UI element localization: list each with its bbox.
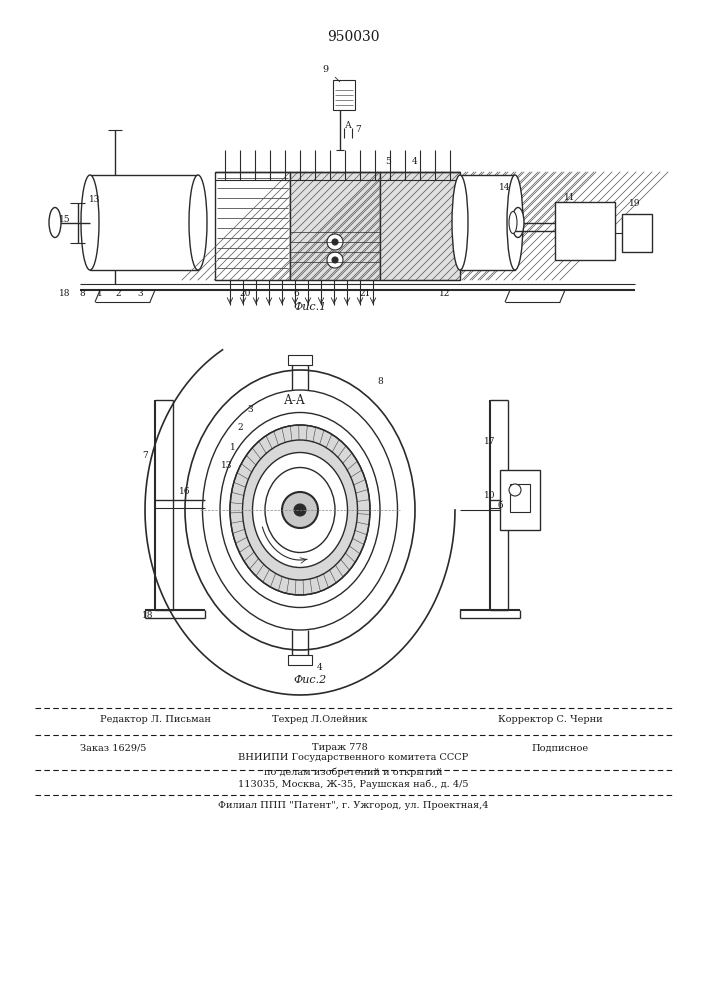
Text: 20: 20 — [239, 290, 251, 298]
Bar — [288, 355, 312, 365]
Text: 13: 13 — [89, 196, 100, 205]
Text: Фис.1: Фис.1 — [293, 302, 327, 312]
Text: Заказ 1629/5: Заказ 1629/5 — [80, 744, 146, 752]
Text: 19: 19 — [629, 200, 641, 209]
Text: 17: 17 — [484, 438, 496, 446]
Ellipse shape — [49, 208, 61, 237]
Text: 1: 1 — [97, 290, 103, 298]
Circle shape — [282, 492, 318, 528]
Text: 2: 2 — [115, 290, 121, 298]
Text: 18: 18 — [59, 290, 71, 298]
Ellipse shape — [452, 175, 468, 270]
Ellipse shape — [512, 208, 524, 237]
Text: Редактор Л. Письман: Редактор Л. Письман — [100, 716, 211, 724]
Bar — [290, 172, 380, 280]
Ellipse shape — [265, 468, 335, 552]
Text: А: А — [344, 120, 351, 129]
Text: по делам изобретений и открытий: по делам изобретений и открытий — [264, 767, 443, 777]
Text: Техред Л.Олейник: Техред Л.Олейник — [272, 716, 368, 724]
Bar — [215, 172, 290, 280]
Circle shape — [509, 484, 521, 496]
Text: 18: 18 — [142, 610, 153, 619]
Text: 14: 14 — [499, 184, 510, 192]
Ellipse shape — [509, 212, 517, 233]
Circle shape — [327, 234, 343, 250]
Text: 6: 6 — [293, 290, 299, 298]
Bar — [500, 470, 540, 530]
Text: 4: 4 — [412, 157, 418, 166]
Text: ВНИИПИ Государственного комитета СССР: ВНИИПИ Государственного комитета СССР — [238, 754, 468, 762]
Ellipse shape — [81, 175, 99, 270]
Text: 5: 5 — [385, 157, 391, 166]
Text: Фис.2: Фис.2 — [293, 675, 327, 685]
Text: б: б — [497, 500, 503, 510]
Bar — [90, 175, 198, 270]
Text: 3: 3 — [247, 406, 253, 414]
Ellipse shape — [202, 390, 397, 630]
Ellipse shape — [507, 175, 523, 270]
Text: 950030: 950030 — [327, 30, 379, 44]
Bar — [290, 172, 380, 280]
Bar — [622, 214, 652, 252]
Text: 9: 9 — [322, 66, 328, 75]
Ellipse shape — [243, 440, 358, 580]
Text: 7: 7 — [142, 450, 148, 460]
Text: 7: 7 — [355, 125, 361, 134]
Bar — [288, 655, 312, 665]
Ellipse shape — [220, 412, 380, 607]
Text: 12: 12 — [439, 290, 450, 298]
Bar — [333, 80, 355, 110]
Text: 3: 3 — [137, 290, 143, 298]
Text: 8: 8 — [79, 290, 85, 298]
Bar — [460, 175, 515, 270]
Ellipse shape — [252, 452, 348, 568]
Text: 1: 1 — [230, 442, 236, 452]
Text: А-А: А-А — [284, 393, 306, 406]
Ellipse shape — [230, 425, 370, 595]
Bar — [380, 172, 460, 280]
Circle shape — [332, 257, 338, 263]
Text: 113035, Москва, Ж-35, Раушская наб., д. 4/5: 113035, Москва, Ж-35, Раушская наб., д. … — [238, 779, 468, 789]
Text: Корректор С. Черни: Корректор С. Черни — [498, 716, 602, 724]
Text: 11: 11 — [564, 194, 575, 202]
Circle shape — [327, 252, 343, 268]
Text: 21: 21 — [359, 290, 370, 298]
Text: 15: 15 — [59, 216, 71, 225]
Ellipse shape — [189, 175, 207, 270]
Text: Филиал ППП "Патент", г. Ужгород, ул. Проектная,4: Филиал ППП "Патент", г. Ужгород, ул. Про… — [218, 800, 489, 810]
Text: Подписное: Подписное — [532, 744, 588, 752]
Text: 13: 13 — [221, 460, 233, 470]
Bar — [510, 484, 530, 512]
Bar — [555, 202, 615, 260]
Text: 2: 2 — [237, 424, 243, 432]
Circle shape — [294, 504, 306, 516]
Text: Тираж 778: Тираж 778 — [312, 744, 368, 752]
Text: 16: 16 — [180, 488, 191, 496]
Circle shape — [332, 239, 338, 245]
Text: 4: 4 — [317, 662, 323, 672]
Text: 10: 10 — [484, 490, 496, 499]
Bar — [380, 172, 460, 280]
Ellipse shape — [230, 425, 370, 595]
Ellipse shape — [230, 425, 370, 595]
Text: 8: 8 — [377, 377, 383, 386]
